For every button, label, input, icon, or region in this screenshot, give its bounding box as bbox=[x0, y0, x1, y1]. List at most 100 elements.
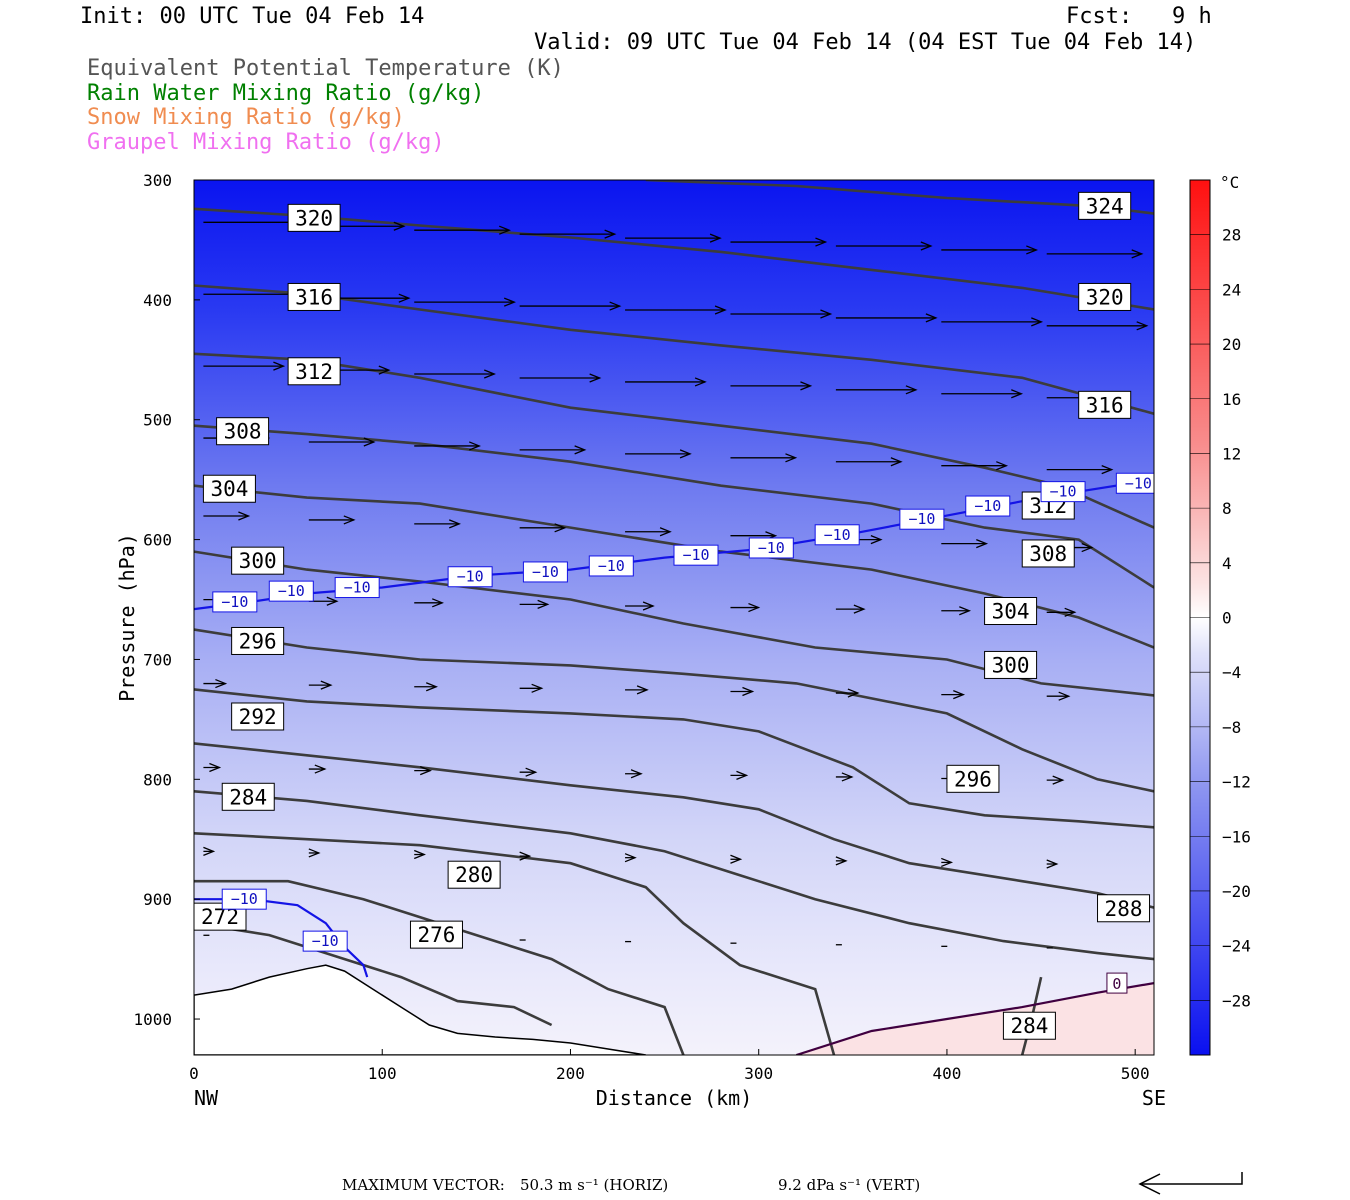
wind-vector bbox=[1046, 775, 1065, 785]
theta-e-label: 316 bbox=[1078, 390, 1132, 419]
wind-vector bbox=[519, 683, 544, 693]
reference-vector-icon bbox=[1138, 1172, 1243, 1195]
svg-text:316: 316 bbox=[295, 285, 333, 309]
isotherm-label: −10 bbox=[673, 544, 719, 566]
wind-vector bbox=[1046, 859, 1059, 869]
svg-text:320: 320 bbox=[1086, 285, 1124, 309]
theta-e-label: 304 bbox=[984, 597, 1038, 626]
theta-e-contour-288 bbox=[194, 742, 1154, 909]
wind-vector bbox=[1046, 691, 1071, 701]
svg-text:284: 284 bbox=[229, 785, 267, 809]
wind-vector bbox=[941, 389, 1024, 399]
y-tick-label: 800 bbox=[143, 770, 172, 789]
legend-entry: Rain Water Mixing Ratio (g/kg) bbox=[87, 80, 485, 106]
theta-e-contour-296 bbox=[194, 628, 1154, 793]
isotherm-label: −10 bbox=[1040, 481, 1086, 503]
wind-vector bbox=[730, 770, 749, 780]
wind-vector bbox=[941, 539, 989, 549]
theta-e-contour-280 bbox=[194, 832, 836, 1055]
svg-text:−10: −10 bbox=[344, 579, 371, 597]
isotherm-label: −10 bbox=[447, 566, 493, 588]
isotherm-label: −10 bbox=[334, 577, 380, 599]
wind-vector bbox=[519, 851, 532, 861]
svg-text:−10: −10 bbox=[231, 890, 258, 908]
wind-vector bbox=[519, 301, 622, 311]
theta-e-contour-292 bbox=[194, 688, 1154, 829]
theta-e-label: 284 bbox=[1002, 1011, 1056, 1040]
wind-vector bbox=[1046, 607, 1077, 617]
wind-vector bbox=[730, 453, 798, 463]
se-label: SE bbox=[1142, 1086, 1166, 1110]
wind-vector bbox=[941, 245, 1039, 255]
theta-e-contour-312 bbox=[194, 352, 1154, 529]
isotherm-label: −10 bbox=[268, 580, 314, 602]
nw-label: NW bbox=[194, 1086, 219, 1110]
colorbar-label: −20 bbox=[1222, 882, 1251, 901]
theta-e-label: 316 bbox=[287, 282, 341, 311]
isotherm-label: −10 bbox=[748, 537, 794, 559]
svg-text:320: 320 bbox=[295, 206, 333, 230]
max-vector-label: MAXIMUM VECTOR: bbox=[342, 1176, 505, 1194]
theta-e-label: 300 bbox=[984, 650, 1038, 679]
svg-text:312: 312 bbox=[295, 360, 333, 384]
wind-vector bbox=[941, 690, 966, 700]
isotherm-label: −10 bbox=[899, 508, 945, 530]
colorbar-label: 24 bbox=[1222, 280, 1241, 299]
wind-vector bbox=[835, 385, 918, 395]
legend-entry: Graupel Mixing Ratio (g/kg) bbox=[87, 129, 445, 155]
wind-vector bbox=[835, 856, 848, 866]
svg-text:−10: −10 bbox=[598, 557, 625, 575]
wind-vector bbox=[625, 527, 672, 537]
legend-entry: Equivalent Potential Temperature (K) bbox=[87, 56, 564, 81]
colorbar-label: 0 bbox=[1222, 609, 1232, 628]
isotherm-label: −10 bbox=[302, 930, 348, 952]
colorbar-label: 8 bbox=[1222, 499, 1232, 518]
wind-vector bbox=[203, 846, 216, 856]
svg-text:288: 288 bbox=[1105, 897, 1143, 921]
theta-e-label: 320 bbox=[1078, 282, 1132, 311]
max-vector-horiz: 50.3 m s⁻¹ (HORIZ) bbox=[520, 1176, 669, 1194]
wind-vector bbox=[414, 297, 516, 307]
theta-e-label: 312 bbox=[287, 357, 341, 386]
wind-vector bbox=[835, 241, 933, 251]
x-tick-label: 0 bbox=[189, 1064, 199, 1083]
init-time: Init: 00 UTC Tue 04 Feb 14 bbox=[80, 4, 425, 29]
wind-vector bbox=[1046, 321, 1149, 331]
wind-vector bbox=[730, 602, 761, 613]
isotherm-label: −10 bbox=[1115, 472, 1154, 494]
colorbar-label: 28 bbox=[1222, 226, 1241, 245]
wind-vector bbox=[835, 457, 903, 467]
svg-text:284: 284 bbox=[1010, 1014, 1048, 1038]
wind-vector bbox=[519, 767, 538, 777]
wind-vector bbox=[413, 849, 426, 860]
wind-vector bbox=[203, 511, 251, 521]
wind-vector bbox=[519, 445, 587, 455]
y-tick-label: 700 bbox=[143, 650, 172, 669]
colorbar-unit: °C bbox=[1220, 173, 1239, 192]
colorbar-label: −12 bbox=[1222, 773, 1251, 792]
wind-vector bbox=[730, 237, 828, 247]
wind-vector bbox=[519, 373, 602, 383]
wind-vector bbox=[519, 229, 617, 239]
y-tick-label: 900 bbox=[143, 890, 172, 909]
colorbar-label: −4 bbox=[1222, 663, 1241, 682]
y-tick-label: 400 bbox=[143, 291, 172, 310]
theta-e-label: 284 bbox=[221, 782, 275, 811]
wind-vector bbox=[730, 686, 755, 697]
svg-text:296: 296 bbox=[239, 629, 277, 653]
wind-vector bbox=[625, 233, 722, 243]
y-axis-label: Pressure (hPa) bbox=[115, 533, 139, 702]
svg-text:296: 296 bbox=[954, 767, 992, 791]
wind-vector bbox=[414, 682, 438, 692]
theta-e-label: 288 bbox=[1097, 894, 1151, 923]
theta-e-label: 320 bbox=[287, 203, 341, 232]
forecast-hour: Fcst: 9 h bbox=[1066, 4, 1212, 29]
wind-vector bbox=[624, 853, 637, 863]
wind-vector bbox=[308, 515, 356, 525]
svg-text:308: 308 bbox=[1029, 542, 1067, 566]
wind-vector bbox=[308, 680, 333, 690]
theta-e-label: 308 bbox=[1021, 539, 1075, 568]
wind-vector bbox=[730, 854, 743, 864]
y-tick-label: 300 bbox=[143, 171, 172, 190]
theta-e-label: 300 bbox=[231, 546, 285, 575]
